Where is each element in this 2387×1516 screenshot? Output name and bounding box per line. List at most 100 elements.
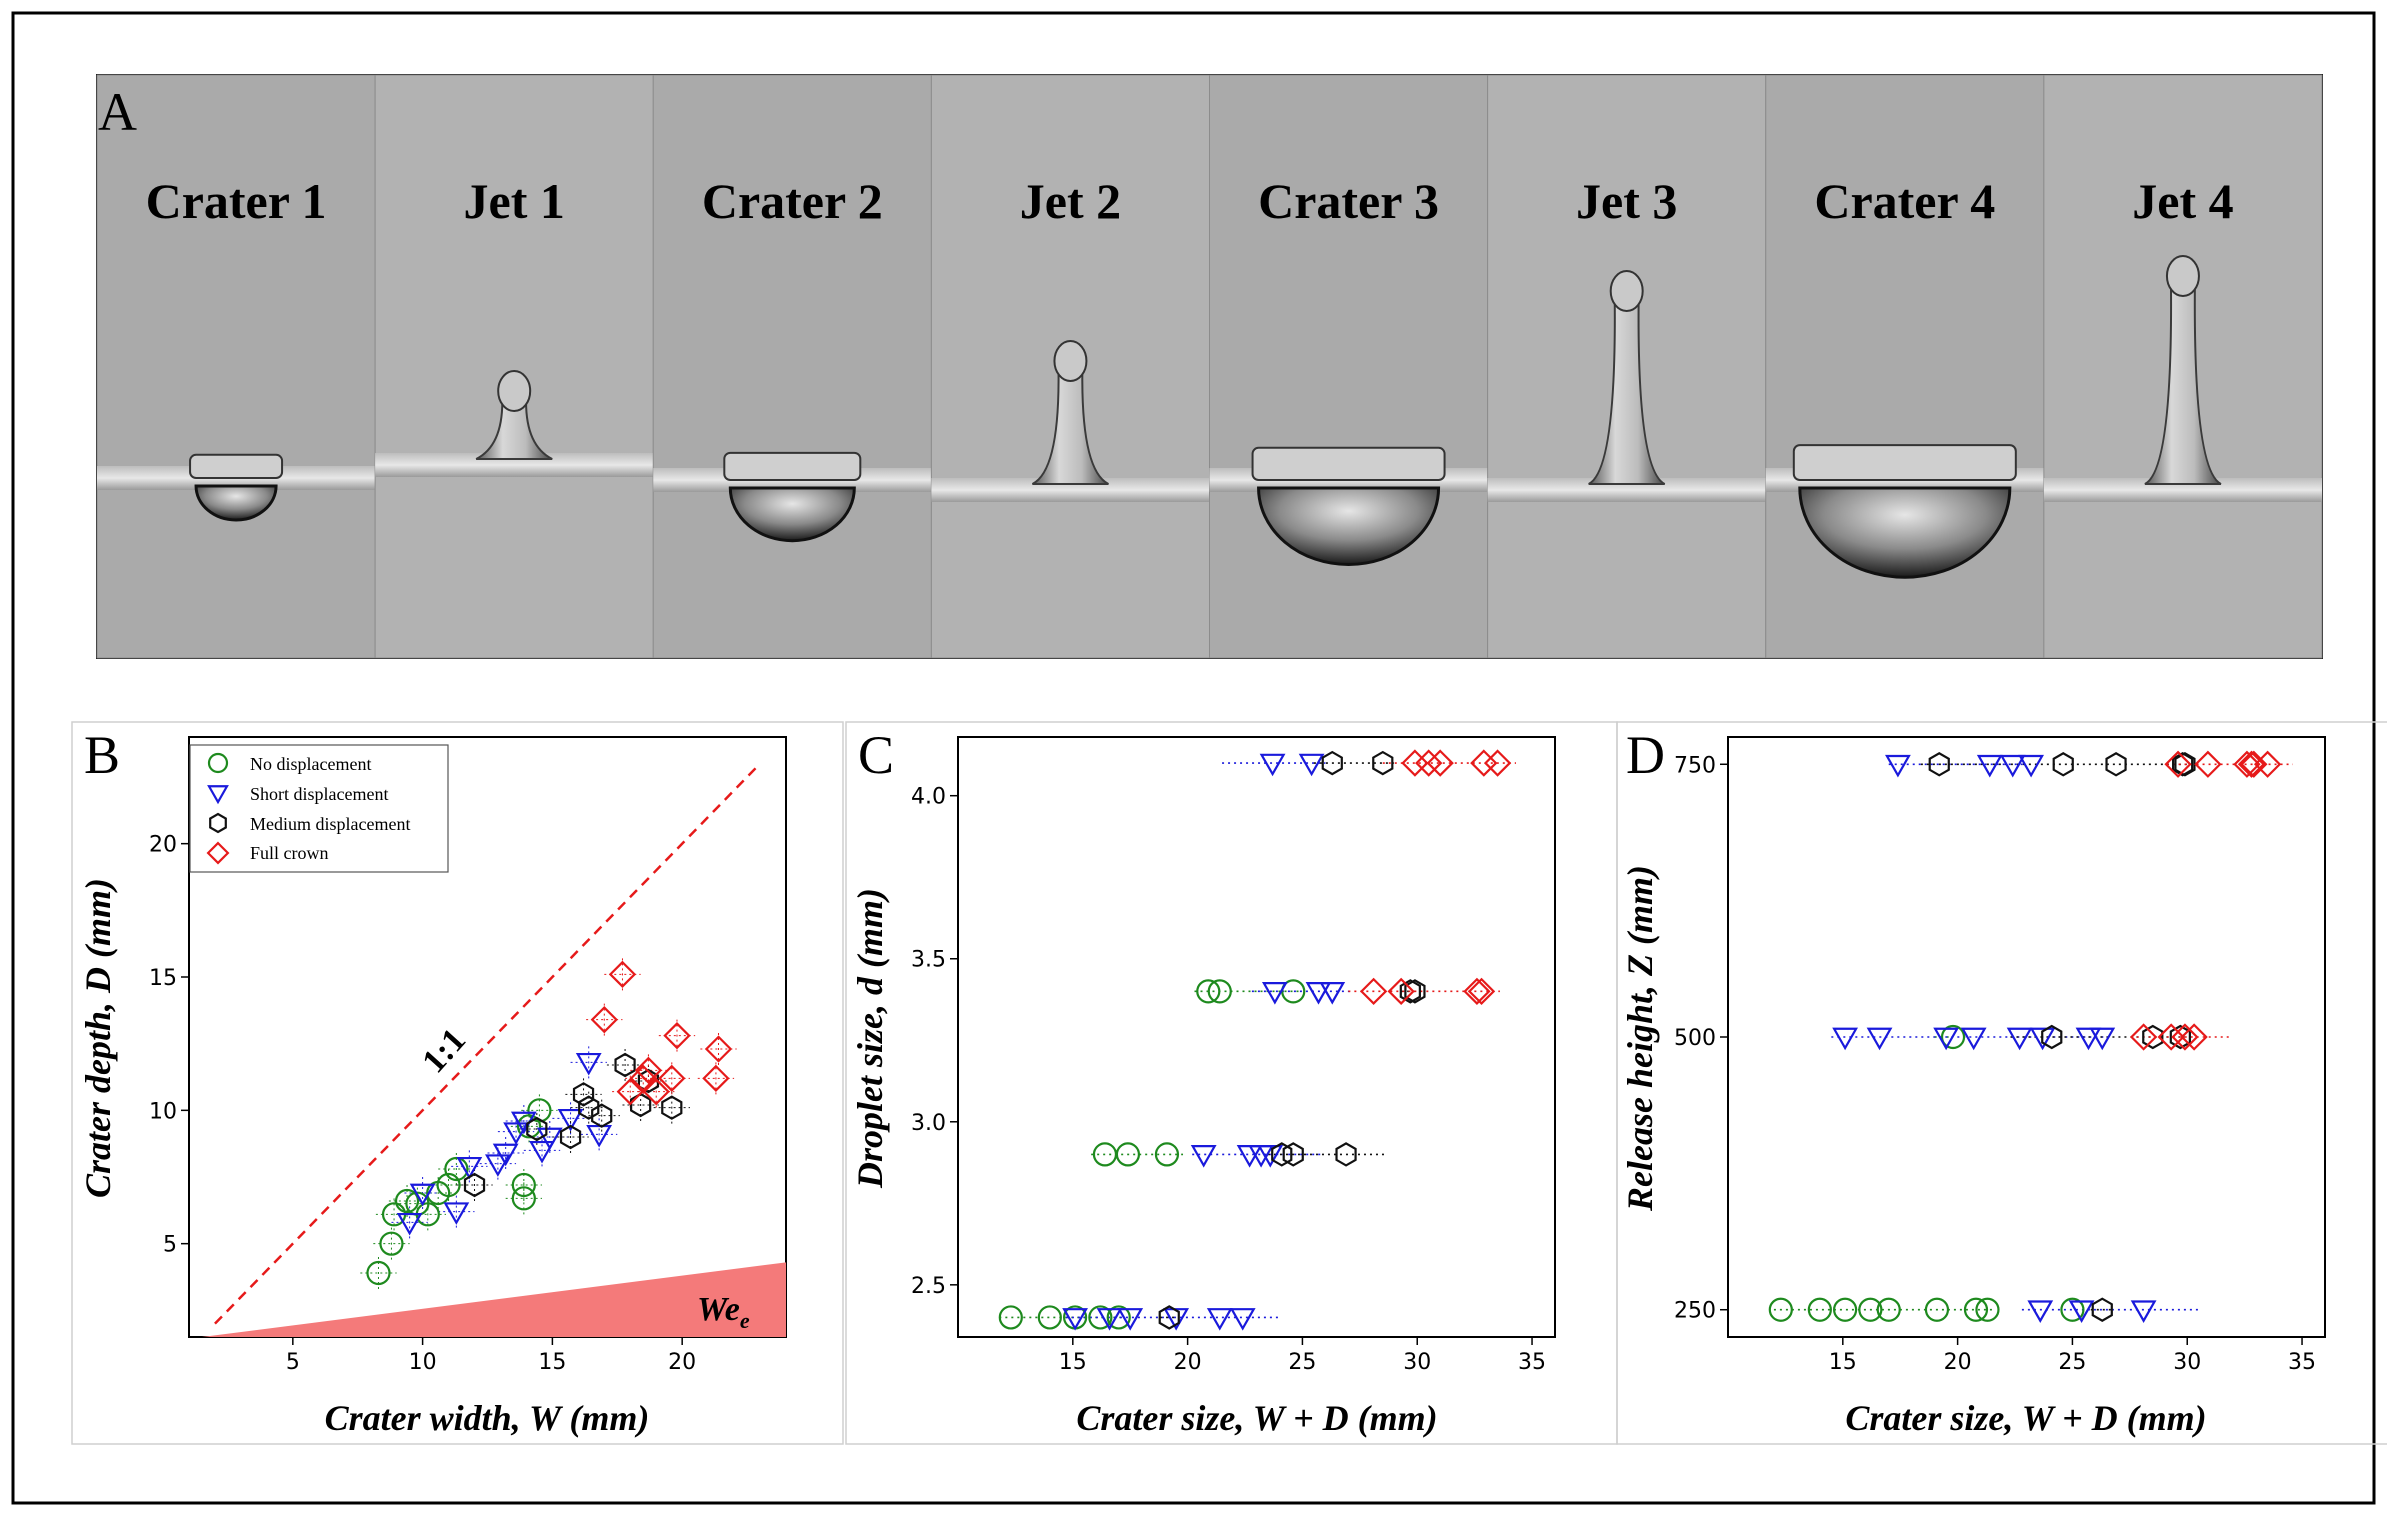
point-medium-displacement	[2041, 1024, 2063, 1050]
point-no-displacement	[1037, 1305, 1062, 1330]
weber-wedge	[201, 1262, 786, 1337]
point-medium-displacement	[661, 1095, 683, 1120]
x-tick-label: 10	[409, 1350, 437, 1375]
panel-c-letter: C	[858, 725, 894, 785]
point-full-crown	[1463, 977, 1491, 1006]
crater-cavity	[1798, 486, 2012, 579]
x-tick-label: 35	[2288, 1350, 2316, 1375]
point-short-displacement	[409, 1183, 436, 1207]
legend-marker-no-displacement	[207, 752, 229, 774]
point-medium-displacement	[1335, 1142, 1357, 1167]
point-medium-displacement	[637, 1068, 660, 1094]
plot-c-frame	[957, 736, 1556, 1338]
point-no-displacement	[1924, 1297, 1950, 1322]
jet-head-droplet	[497, 370, 532, 412]
point-full-crown	[629, 1064, 657, 1092]
point-medium-displacement	[591, 1103, 613, 1128]
point-full-crown	[702, 1064, 730, 1092]
jet-head-droplet	[1609, 270, 1644, 312]
point-full-crown	[1387, 977, 1415, 1006]
point-short-displacement	[1096, 1308, 1123, 1331]
x-tick-label: 15	[538, 1350, 566, 1375]
legend-no-displacement: No displacement	[250, 754, 371, 774]
point-no-displacement	[1154, 1142, 1180, 1167]
x-tick-label: 15	[1059, 1350, 1087, 1375]
point-medium-displacement	[463, 1172, 486, 1198]
point-full-crown	[2180, 1023, 2208, 1051]
point-full-crown	[642, 1078, 670, 1106]
point-short-displacement	[2068, 1300, 2095, 1323]
point-medium-displacement	[630, 1092, 652, 1118]
legend-full-crown: Full crown	[250, 843, 329, 863]
point-short-displacement	[1257, 1145, 1284, 1168]
point-full-crown	[704, 1035, 733, 1063]
point-medium-displacement	[2052, 752, 2074, 777]
y-tick-label: 3.5	[911, 948, 946, 973]
point-short-displacement	[2089, 1027, 2116, 1051]
point-medium-displacement	[1158, 1305, 1180, 1330]
panel-c: C 15 20 25 30 35 2.5 3.0 3.5 4.0 Crater size, W …	[845, 721, 1618, 1445]
point-medium-displacement	[578, 1095, 600, 1120]
x-tick-label: 20	[1174, 1350, 1202, 1375]
legend-marks	[206, 752, 230, 865]
jet-head-droplet	[1053, 340, 1088, 382]
point-no-displacement	[1876, 1297, 1901, 1322]
point-short-displacement	[1261, 981, 1288, 1005]
y-tick-label: 750	[1674, 753, 1716, 778]
point-short-displacement	[503, 1122, 529, 1145]
point-medium-displacement	[2091, 1297, 2113, 1322]
point-short-displacement	[484, 1154, 511, 1177]
panel-b-letter: B	[84, 725, 120, 785]
we-subscript: e	[740, 1308, 750, 1333]
point-no-displacement	[444, 1156, 469, 1182]
point-full-crown	[1359, 977, 1388, 1006]
point-short-displacement	[492, 1143, 519, 1167]
point-short-displacement	[1305, 981, 1332, 1005]
x-tick-label: 25	[2058, 1350, 2086, 1375]
plot-d: 15 20 25 30 35 250 500 750	[1674, 750, 2316, 1375]
x-tick-label: 5	[286, 1350, 300, 1375]
crater-cavity	[194, 484, 278, 522]
panel-d-letter: D	[1626, 725, 1665, 785]
plot-b-xlabel: Crater width, W (mm)	[325, 1398, 650, 1438]
photo-frame-bg	[652, 74, 932, 659]
legend-marker-short-displacement	[207, 785, 229, 805]
point-full-crown	[2240, 750, 2268, 778]
plot-b-legend: No displacement Short displacement Mediu…	[189, 744, 449, 873]
plot-b-ylabel: Crater depth, D (mm)	[78, 878, 118, 1198]
point-short-displacement	[557, 1108, 584, 1132]
plot-d-ylabel: Release height, Z (mm)	[1620, 865, 1660, 1212]
y-tick-label: 250	[1674, 1299, 1716, 1324]
point-full-crown	[1401, 749, 1429, 777]
point-medium-displacement	[614, 1052, 636, 1078]
jet-head-droplet	[2165, 255, 2200, 297]
point-no-displacement	[1963, 1297, 1989, 1322]
point-short-displacement	[1319, 981, 1346, 1005]
point-no-displacement	[1106, 1305, 1131, 1330]
x-tick-label: 20	[668, 1350, 696, 1375]
point-no-displacement	[366, 1260, 391, 1286]
point-no-displacement	[394, 1188, 420, 1214]
point-short-displacement	[1960, 1027, 1987, 1051]
y-tick-label: 10	[149, 1099, 177, 1124]
y-tick-label: 2.5	[911, 1274, 946, 1299]
panel-d: D 15 20 25 30 35 250 500 750 Crater size, W + D…	[1616, 721, 2387, 1445]
point-short-displacement	[396, 1212, 423, 1236]
crater-crown	[723, 451, 862, 481]
point-medium-displacement	[2172, 752, 2194, 777]
point-no-displacement	[511, 1172, 536, 1198]
frame-label-crater-2: Crater 2	[702, 173, 883, 229]
crater-crown	[1792, 444, 2017, 482]
point-short-displacement	[2130, 1300, 2157, 1323]
point-short-displacement	[1832, 1027, 1858, 1051]
x-tick-label: 30	[2173, 1350, 2201, 1375]
frame-label-crater-1: Crater 1	[146, 173, 327, 229]
legend-short-displacement: Short displacement	[250, 784, 388, 804]
plot-d-xlabel: Crater size, W + D (mm)	[1845, 1398, 2206, 1438]
panel-d-box	[1616, 721, 2387, 1445]
point-no-displacement	[1807, 1297, 1832, 1322]
point-short-displacement	[1259, 753, 1286, 777]
figure-border	[11, 11, 2376, 1505]
